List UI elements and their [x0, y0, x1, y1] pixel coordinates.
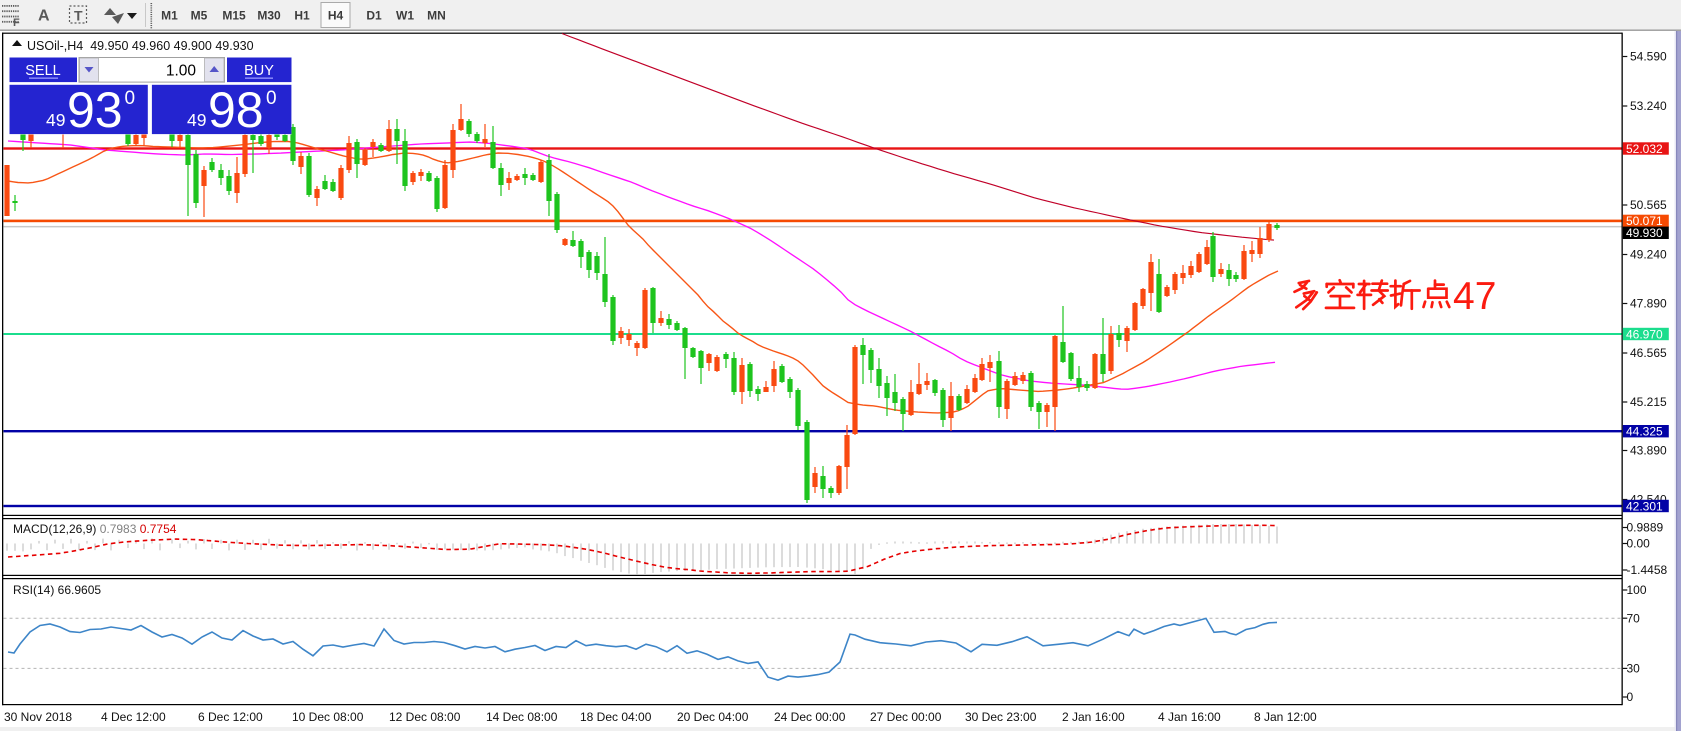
svg-text:20 Dec 04:00: 20 Dec 04:00 [677, 710, 749, 724]
svg-text:0: 0 [1627, 690, 1634, 704]
svg-text:M30: M30 [257, 9, 281, 23]
svg-text:SELL: SELL [25, 63, 60, 79]
svg-text:30: 30 [1627, 662, 1641, 676]
svg-text:6 Dec 12:00: 6 Dec 12:00 [198, 710, 263, 724]
svg-text:45.215: 45.215 [1630, 395, 1667, 409]
svg-text:44.325: 44.325 [1626, 425, 1663, 439]
svg-text:12 Dec 08:00: 12 Dec 08:00 [389, 710, 461, 724]
svg-text:30 Dec 23:00: 30 Dec 23:00 [965, 710, 1037, 724]
svg-text:49: 49 [187, 110, 206, 130]
svg-text:49.930: 49.930 [1626, 226, 1663, 240]
svg-text:0.00: 0.00 [1627, 537, 1651, 551]
svg-text:8 Jan 12:00: 8 Jan 12:00 [1254, 710, 1317, 724]
svg-text:47: 47 [1453, 275, 1496, 318]
svg-text:F: F [13, 17, 20, 29]
svg-text:H4: H4 [328, 9, 344, 23]
svg-text:D1: D1 [366, 9, 382, 23]
svg-text:0: 0 [266, 88, 277, 109]
svg-text:14 Dec 08:00: 14 Dec 08:00 [486, 710, 558, 724]
svg-text:RSI(14) 66.9605: RSI(14) 66.9605 [13, 583, 101, 597]
svg-text:98: 98 [208, 82, 264, 138]
svg-text:4 Dec 12:00: 4 Dec 12:00 [101, 710, 166, 724]
svg-text:MACD(12,26,9) 0.7983 0.7754: MACD(12,26,9) 0.7983 0.7754 [13, 522, 177, 536]
svg-text:50.071: 50.071 [1626, 214, 1663, 228]
svg-text:MN: MN [427, 9, 446, 23]
svg-text:0: 0 [125, 88, 136, 109]
svg-text:24 Dec 00:00: 24 Dec 00:00 [774, 710, 846, 724]
svg-text:2 Jan 16:00: 2 Jan 16:00 [1062, 710, 1125, 724]
svg-text:93: 93 [67, 82, 123, 138]
svg-text:50.565: 50.565 [1630, 198, 1667, 212]
svg-text:43.890: 43.890 [1630, 444, 1667, 458]
svg-text:T: T [74, 8, 83, 24]
svg-text:47.890: 47.890 [1630, 297, 1667, 311]
svg-text:M1: M1 [161, 9, 178, 23]
svg-text:100: 100 [1627, 583, 1647, 597]
svg-text:52.032: 52.032 [1626, 142, 1663, 156]
svg-text:54.590: 54.590 [1630, 50, 1667, 64]
svg-text:BUY: BUY [244, 63, 274, 79]
svg-text:M5: M5 [191, 9, 208, 23]
svg-text:18 Dec 04:00: 18 Dec 04:00 [580, 710, 652, 724]
svg-text:USOil-,H4 49.950 49.960 49.90: USOil-,H4 49.950 49.960 49.900 49.930 [27, 39, 254, 53]
svg-text:M15: M15 [222, 9, 246, 23]
svg-text:27 Dec 00:00: 27 Dec 00:00 [870, 710, 942, 724]
svg-text:70: 70 [1627, 611, 1641, 625]
svg-text:H1: H1 [294, 9, 310, 23]
svg-text:53.240: 53.240 [1630, 99, 1667, 113]
svg-text:4 Jan 16:00: 4 Jan 16:00 [1158, 710, 1221, 724]
svg-text:10 Dec 08:00: 10 Dec 08:00 [292, 710, 364, 724]
svg-text:A: A [38, 8, 50, 25]
svg-text:-1.4458: -1.4458 [1627, 563, 1668, 577]
svg-text:49.240: 49.240 [1630, 248, 1667, 262]
svg-text:46.970: 46.970 [1626, 327, 1663, 341]
svg-text:0.9889: 0.9889 [1627, 521, 1664, 535]
svg-text:46.565: 46.565 [1630, 346, 1667, 360]
svg-text:30 Nov 2018: 30 Nov 2018 [4, 710, 72, 724]
svg-text:1.00: 1.00 [166, 63, 197, 80]
svg-text:49: 49 [46, 110, 65, 130]
svg-text:W1: W1 [396, 9, 414, 23]
svg-text:42.301: 42.301 [1626, 499, 1663, 513]
